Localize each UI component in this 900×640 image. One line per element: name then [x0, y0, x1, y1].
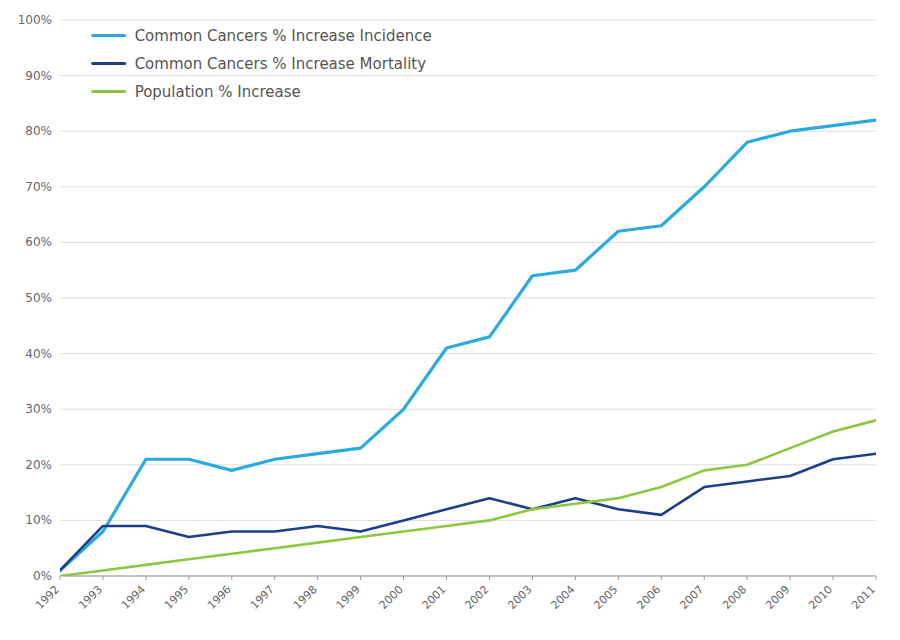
legend-swatch: [93, 62, 125, 65]
y-tick-label: 30%: [25, 402, 52, 416]
y-tick-label: 100%: [18, 13, 52, 27]
grid-line: [60, 131, 876, 132]
legend: Common Cancers % Increase Incidence Commo…: [93, 27, 432, 101]
x-tick-label: 2010: [806, 583, 835, 612]
x-tick: [360, 576, 361, 580]
x-tick-label: 1995: [162, 583, 191, 612]
x-axis: 1992 1993 1994 1995 1996 1997 1998 1999 2000 2001…: [33, 576, 878, 612]
y-tick-label: 20%: [25, 458, 52, 472]
grid-line: [60, 20, 876, 21]
y-tick-label: 70%: [25, 180, 52, 194]
x-tick: [618, 576, 619, 580]
grid-line: [60, 576, 876, 577]
grid-line: [60, 242, 876, 243]
legend-label: Common Cancers % Increase Mortality: [135, 55, 427, 73]
y-axis: 0% 10% 20% 30% 40% 50% 60% 70% 80% 90% 100%: [18, 13, 52, 583]
x-tick: [145, 576, 146, 580]
x-tick-label: 1992: [33, 583, 62, 612]
x-tick: [446, 576, 447, 580]
grid-line: [60, 75, 876, 76]
y-tick-label: 60%: [25, 235, 52, 249]
x-tick: [575, 576, 576, 580]
series-line: [60, 420, 876, 576]
x-tick-label: 1996: [205, 583, 234, 612]
grid-line: [60, 520, 876, 521]
x-tick: [403, 576, 404, 580]
x-tick: [188, 576, 189, 580]
x-tick: [317, 576, 318, 580]
x-axis-line: [60, 576, 876, 577]
y-tick-label: 80%: [25, 124, 52, 138]
x-tick-label: 2008: [720, 583, 749, 612]
grid-line: [60, 186, 876, 187]
plot-area: [60, 120, 876, 576]
x-tick: [60, 576, 61, 580]
y-tick-label: 10%: [25, 513, 52, 527]
x-tick-label: 2004: [548, 583, 577, 612]
x-tick: [876, 576, 877, 580]
grid-line: [60, 409, 876, 410]
legend-swatch: [93, 34, 125, 37]
x-tick: [274, 576, 275, 580]
x-tick-label: 2005: [591, 583, 620, 612]
x-tick-label: 2006: [634, 583, 663, 612]
x-tick-label: 2009: [763, 583, 792, 612]
x-tick-label: 1997: [248, 583, 277, 612]
y-tick-label: 0%: [33, 569, 52, 583]
x-tick: [102, 576, 103, 580]
x-tick: [231, 576, 232, 580]
series-line: [60, 454, 876, 571]
y-tick-label: 90%: [25, 69, 52, 83]
x-tick-label: 1998: [291, 583, 320, 612]
x-tick: [790, 576, 791, 580]
x-tick-label: 1993: [76, 583, 105, 612]
x-tick-label: 2001: [420, 583, 449, 612]
x-tick: [489, 576, 490, 580]
x-tick-label: 1999: [334, 583, 363, 612]
x-tick: [661, 576, 662, 580]
y-tick-label: 50%: [25, 291, 52, 305]
series-line: [60, 120, 876, 570]
grid-line: [60, 353, 876, 354]
x-tick: [833, 576, 834, 580]
x-tick-label: 2007: [677, 583, 706, 612]
grid-line: [60, 298, 876, 299]
legend-label: Population % Increase: [135, 83, 301, 101]
legend-label: Common Cancers % Increase Incidence: [135, 27, 432, 45]
x-tick-label: 2000: [377, 583, 406, 612]
x-tick-label: 2011: [849, 583, 878, 612]
y-grid: [60, 20, 876, 576]
x-tick: [532, 576, 533, 580]
chart: 0%10%20%30%40%50%60%70%80%90%100%1992199…: [0, 0, 900, 640]
x-tick-label: 1994: [119, 583, 148, 612]
x-tick: [704, 576, 705, 580]
grid-line: [60, 464, 876, 465]
x-tick: [747, 576, 748, 580]
x-tick-label: 2003: [506, 583, 535, 612]
y-tick-label: 40%: [25, 347, 52, 361]
x-tick-label: 2002: [463, 583, 492, 612]
legend-swatch: [93, 90, 125, 93]
